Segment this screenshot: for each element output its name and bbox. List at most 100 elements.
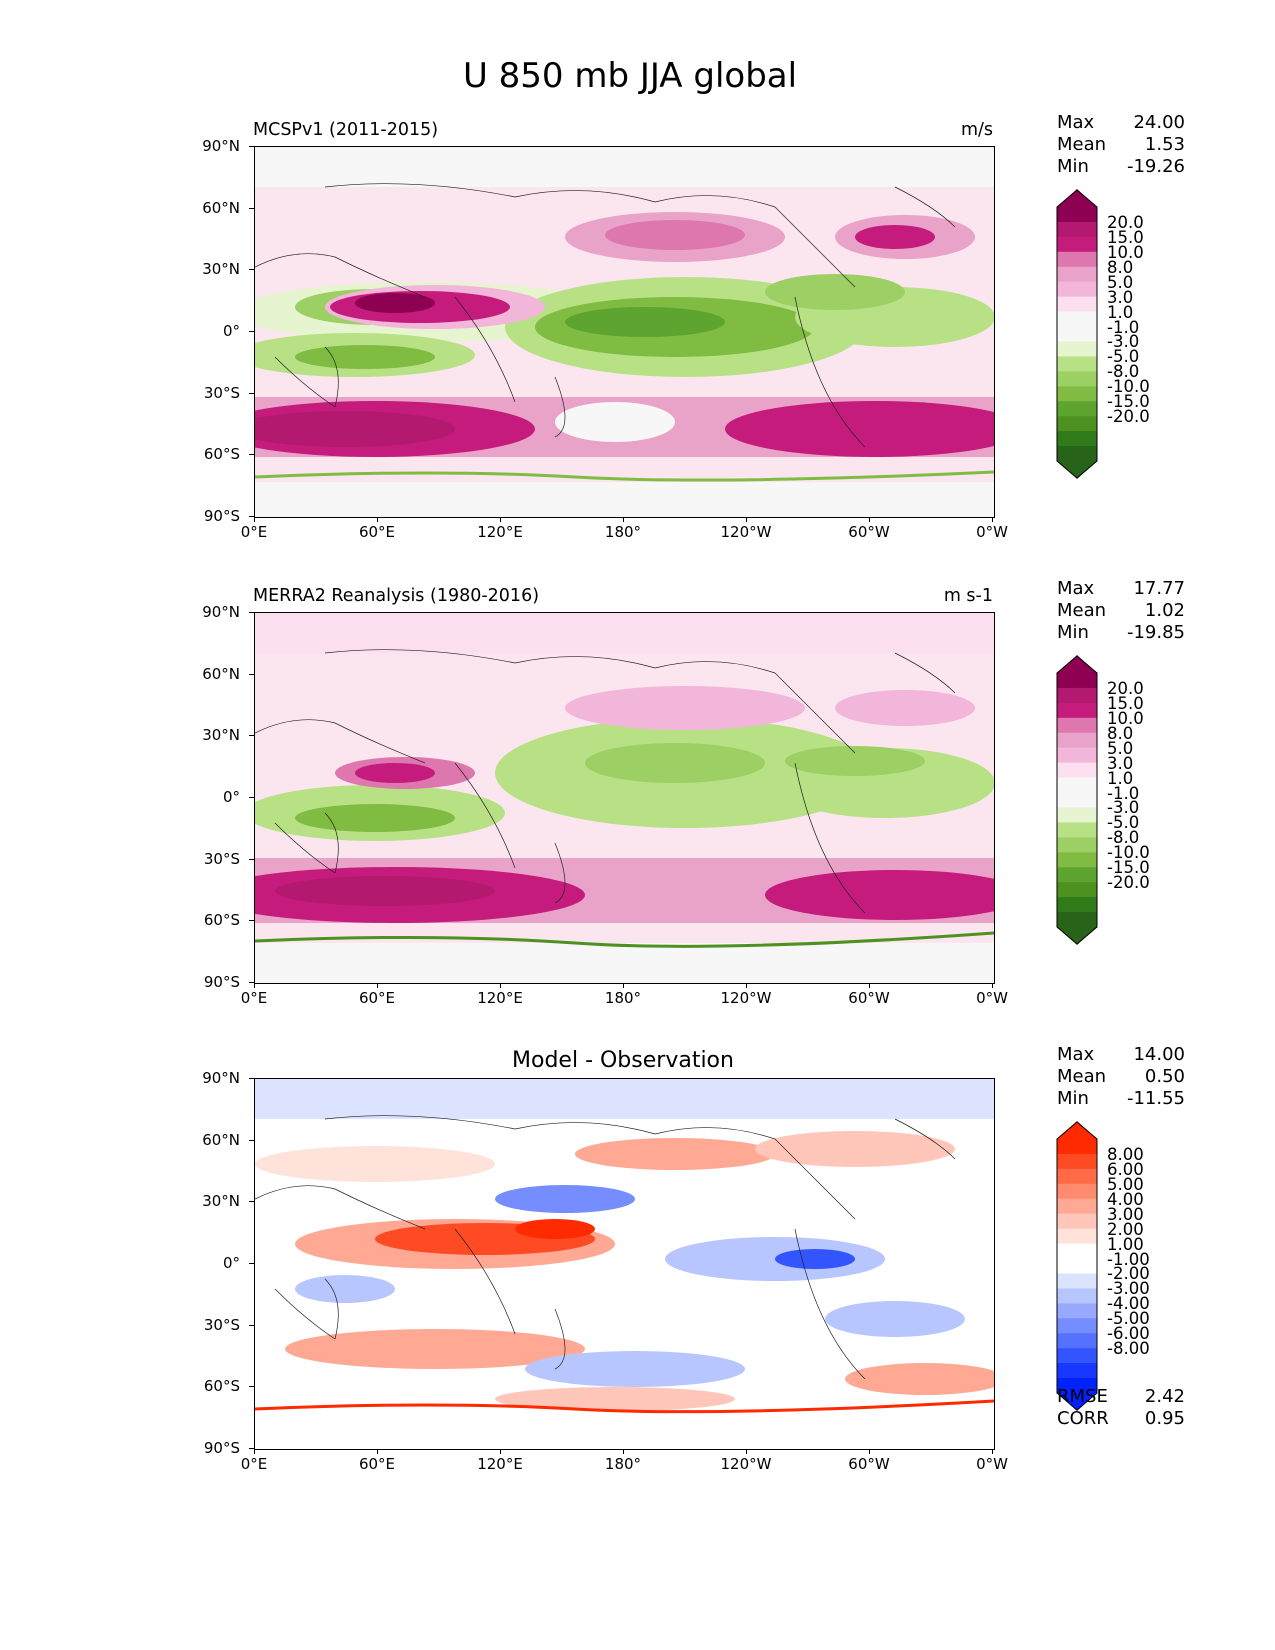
map-field [255, 147, 994, 517]
colorbar-segment [1057, 1378, 1097, 1394]
map-plot [254, 146, 995, 518]
lat-label: 90°N [202, 137, 240, 155]
colorbar-segment [1057, 747, 1097, 764]
figure-title: U 850 mb JJA global [462, 56, 798, 96]
stat-key: Min [1057, 1088, 1089, 1109]
stats-box: Max 14.00 Mean 0.50 Min -11.55 [1057, 1044, 1185, 1110]
lat-label: 60°S [203, 445, 240, 463]
colorbar-segment [1057, 687, 1097, 704]
lon-label: 120°E [477, 1455, 523, 1473]
colorbar-tick-label: -4.00 [1107, 1294, 1150, 1314]
colorbar-segment [1057, 326, 1097, 342]
lat-label: 0° [222, 1254, 240, 1272]
colorbar-tick-label: -1.0 [1107, 317, 1140, 337]
lat-label: 0° [222, 788, 240, 806]
colorbar-segment [1057, 1168, 1097, 1185]
colorbar-segment [1057, 401, 1097, 417]
colorbar-segment [1057, 1303, 1097, 1319]
colorbar-top-cap [1057, 1121, 1097, 1139]
lon-label: 120°W [720, 523, 772, 541]
lon-label: 60°W [848, 1455, 890, 1473]
lon-label: 60°E [358, 523, 396, 541]
panel-title-left: MCSPv1 (2011-2015) [253, 120, 439, 140]
stat-key: CORR [1057, 1408, 1109, 1429]
colorbar-segment [1057, 251, 1097, 268]
colorbar-segment [1057, 732, 1097, 749]
map-plot [254, 612, 995, 984]
colorbar-segment [1057, 1288, 1097, 1304]
lon-label: 60°W [848, 989, 890, 1007]
stats-box: Max 24.00 Mean 1.53 Min -19.26 [1057, 112, 1185, 178]
colorbar-segment [1057, 1243, 1097, 1260]
colorbar-tick-label: 8.00 [1107, 1144, 1144, 1164]
panel-model: MCSPv1 (2011-2015) m/s [0, 112, 1275, 594]
colorbar-tick-label: -1.00 [1107, 1249, 1150, 1269]
colorbar-segment [1057, 762, 1097, 779]
colorbar-segment [1057, 386, 1097, 402]
lon-label: 0°E [240, 1455, 268, 1473]
colorbar-segment [1057, 852, 1097, 868]
lat-label: 60°N [202, 1131, 240, 1149]
stat-value: 1.02 [1144, 600, 1185, 621]
lon-label: 120°E [477, 523, 523, 541]
colorbar-tick-label: 10.0 [1107, 708, 1144, 728]
colorbar-segment [1057, 341, 1097, 357]
panel-units: m s-1 [943, 586, 993, 606]
colorbar-bottom-cap [1057, 1393, 1097, 1411]
lon-label: 60°E [358, 1455, 396, 1473]
colorbar-segment [1057, 867, 1097, 883]
colorbar-segment [1057, 221, 1097, 238]
colorbar-tick-label: 3.0 [1107, 287, 1134, 307]
colorbar-segment [1057, 1153, 1097, 1170]
colorbar-tick-label: -20.0 [1107, 407, 1150, 427]
colorbar-segment [1057, 702, 1097, 719]
lon-label: 60°E [358, 989, 396, 1007]
lat-label: 30°S [203, 1316, 240, 1334]
colorbar-segment [1057, 1318, 1097, 1334]
lat-label: 0° [222, 322, 240, 340]
colorbar [1056, 655, 1098, 945]
lat-label: 30°N [202, 1192, 240, 1210]
colorbar-tick-label: -8.0 [1107, 828, 1140, 848]
lat-label: 30°N [202, 726, 240, 744]
colorbar-segment [1057, 897, 1097, 913]
colorbar-segment [1057, 431, 1097, 447]
colorbar-tick-label: 4.00 [1107, 1189, 1144, 1209]
colorbar-segment [1057, 266, 1097, 283]
colorbar-tick-label: -8.00 [1107, 1339, 1150, 1359]
colorbar-tick-label: -3.00 [1107, 1279, 1150, 1299]
colorbar-tick-label: 15.0 [1107, 693, 1144, 713]
lat-label: 60°S [203, 1377, 240, 1395]
stat-key: Max [1057, 1044, 1095, 1065]
lat-label: 90°N [202, 1069, 240, 1087]
colorbar-tick-label: 5.00 [1107, 1174, 1144, 1194]
lon-label: 180° [604, 989, 642, 1007]
stat-value: -11.55 [1126, 1088, 1185, 1109]
colorbar-tick-label: 8.0 [1107, 257, 1134, 277]
colorbar-segment [1057, 236, 1097, 253]
lat-label: 60°N [202, 665, 240, 683]
colorbar-segment [1057, 311, 1097, 328]
colorbar-segment [1057, 717, 1097, 734]
colorbar-segment [1057, 416, 1097, 432]
stat-key: Mean [1057, 600, 1107, 621]
colorbar-segment [1057, 1363, 1097, 1379]
lon-label: 0°W [976, 1455, 1008, 1473]
stat-key: Mean [1057, 1066, 1107, 1087]
panel-observation: MERRA2 Reanalysis (1980-2016) m s-1 90°N… [0, 578, 1275, 1060]
panel-title-center: Model - Observation [512, 1048, 734, 1073]
stat-value: 14.00 [1133, 1044, 1185, 1065]
lon-label: 120°W [720, 989, 772, 1007]
colorbar-segment [1057, 1348, 1097, 1364]
colorbar-bottom-cap [1057, 461, 1097, 479]
colorbar-top-cap [1057, 655, 1097, 673]
colorbar-tick-label: -10.0 [1107, 843, 1150, 863]
lon-label: 180° [604, 1455, 642, 1473]
lon-label: 0°W [976, 523, 1008, 541]
lat-label: 90°S [203, 1439, 240, 1457]
stat-value: 0.95 [1144, 1408, 1185, 1429]
lat-label: 30°S [203, 850, 240, 868]
lat-label: 90°S [203, 973, 240, 991]
map-field [255, 613, 994, 983]
colorbar-outline [1056, 655, 1098, 945]
